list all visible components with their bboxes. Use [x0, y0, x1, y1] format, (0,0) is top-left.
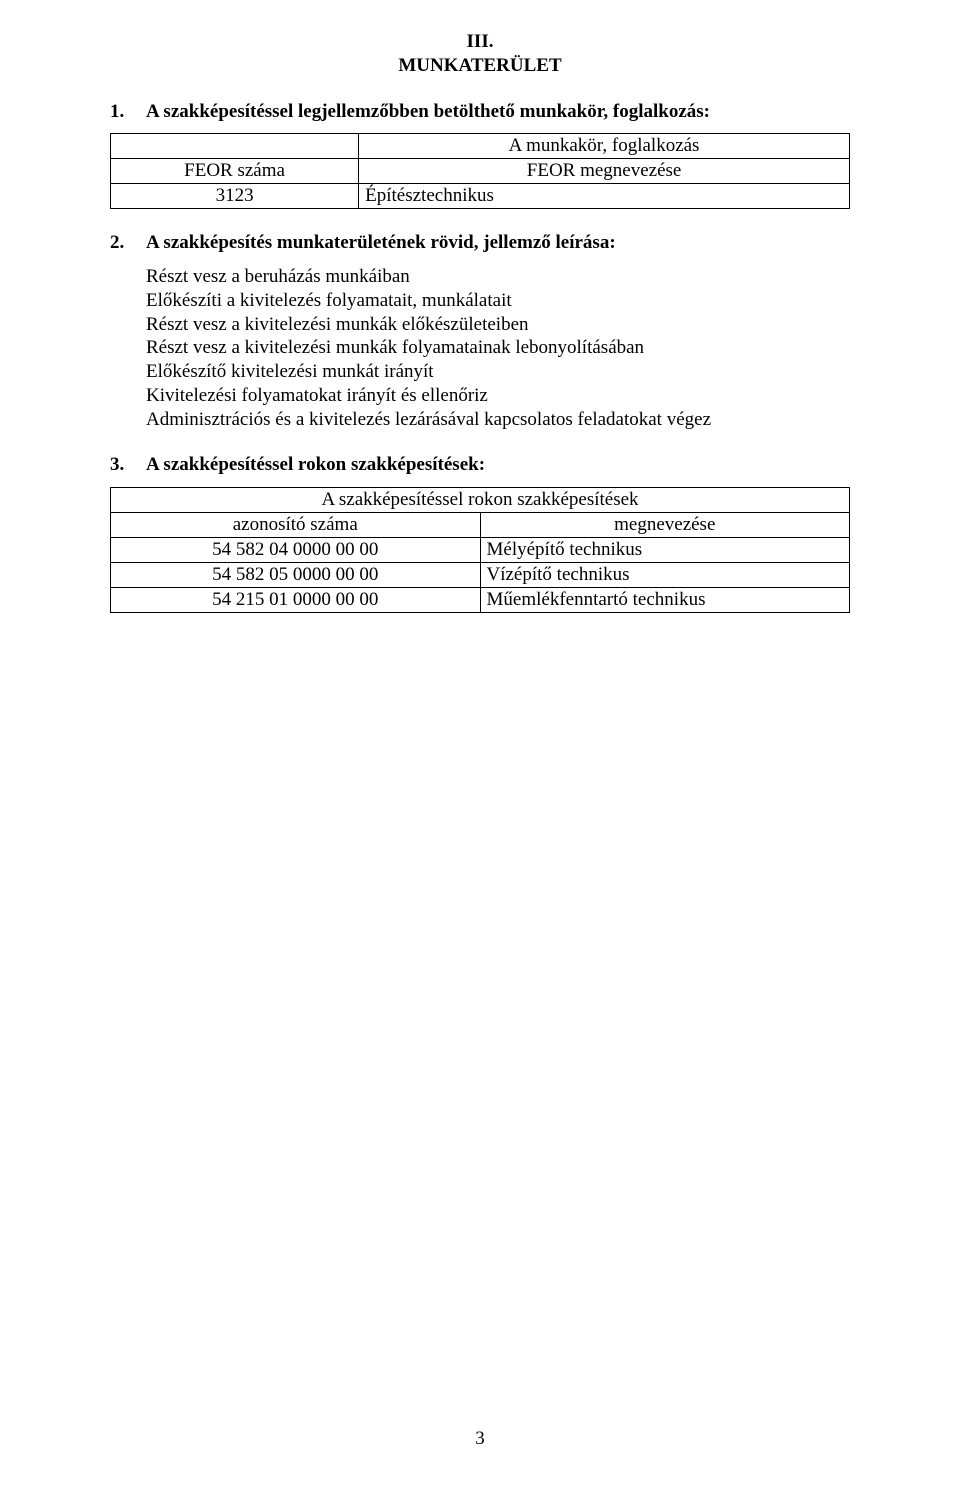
body-line: Kivitelezési folyamatokat irányít és ell…: [146, 384, 850, 408]
table-row: 54 582 04 0000 00 00 Mélyépítő technikus: [111, 538, 850, 563]
table-cell-id: 54 582 05 0000 00 00: [111, 563, 481, 588]
section-2-title: A szakképesítés munkaterületének rövid, …: [146, 231, 850, 255]
table-cell-feor-name-header: FEOR megnevezése: [359, 159, 850, 184]
section-1-table: A munkakör, foglalkozás FEOR száma FEOR …: [110, 133, 850, 209]
table-cell-name: Vízépítő technikus: [480, 563, 850, 588]
section-2-number: 2.: [110, 231, 146, 255]
table-row: A szakképesítéssel rokon szakképesítések: [111, 488, 850, 513]
section-3-title: A szakképesítéssel rokon szakképesítések…: [146, 453, 850, 477]
table-cell-span-header: A munkakör, foglalkozás: [359, 134, 850, 159]
table-cell-span-header: A szakképesítéssel rokon szakképesítések: [111, 488, 850, 513]
body-line: Előkészítő kivitelezési munkát irányít: [146, 360, 850, 384]
section-1-number: 1.: [110, 100, 146, 124]
table-cell-empty: [111, 134, 359, 159]
table-row: 54 582 05 0000 00 00 Vízépítő technikus: [111, 563, 850, 588]
table-row: azonosító száma megnevezése: [111, 513, 850, 538]
table-cell-name: Műemlékfenntartó technikus: [480, 588, 850, 613]
table-row: 54 215 01 0000 00 00 Műemlékfenntartó te…: [111, 588, 850, 613]
table-cell-col-name-header: megnevezése: [480, 513, 850, 538]
section-1-title: A szakképesítéssel legjellemzőbben betöl…: [146, 100, 850, 124]
table-cell-feor-num-header: FEOR száma: [111, 159, 359, 184]
section-2-body: Részt vesz a beruházás munkáiban Előkész…: [146, 265, 850, 431]
body-line: Előkészíti a kivitelezés folyamatait, mu…: [146, 289, 850, 313]
section-3-number: 3.: [110, 453, 146, 477]
section-2-heading: 2. A szakképesítés munkaterületének rövi…: [110, 231, 850, 255]
section-1-heading: 1. A szakképesítéssel legjellemzőbben be…: [110, 100, 850, 124]
chapter-title: MUNKATERÜLET: [110, 54, 850, 78]
chapter-roman: III.: [110, 30, 850, 54]
table-row: 3123 Építésztechnikus: [111, 184, 850, 209]
section-3-heading: 3. A szakképesítéssel rokon szakképesíté…: [110, 453, 850, 477]
table-row: A munkakör, foglalkozás: [111, 134, 850, 159]
page: III. MUNKATERÜLET 1. A szakképesítéssel …: [0, 0, 960, 1499]
table-row: FEOR száma FEOR megnevezése: [111, 159, 850, 184]
page-number: 3: [0, 1427, 960, 1451]
table-cell-id: 54 582 04 0000 00 00: [111, 538, 481, 563]
table-cell-name: Mélyépítő technikus: [480, 538, 850, 563]
table-cell-feor-name: Építésztechnikus: [359, 184, 850, 209]
table-cell-feor-num: 3123: [111, 184, 359, 209]
table-cell-col-id-header: azonosító száma: [111, 513, 481, 538]
section-3-table: A szakképesítéssel rokon szakképesítések…: [110, 487, 850, 613]
body-line: Részt vesz a beruházás munkáiban: [146, 265, 850, 289]
table-cell-id: 54 215 01 0000 00 00: [111, 588, 481, 613]
body-line: Részt vesz a kivitelezési munkák folyama…: [146, 336, 850, 360]
body-line: Részt vesz a kivitelezési munkák előkész…: [146, 313, 850, 337]
body-line: Adminisztrációs és a kivitelezés lezárás…: [146, 408, 850, 432]
